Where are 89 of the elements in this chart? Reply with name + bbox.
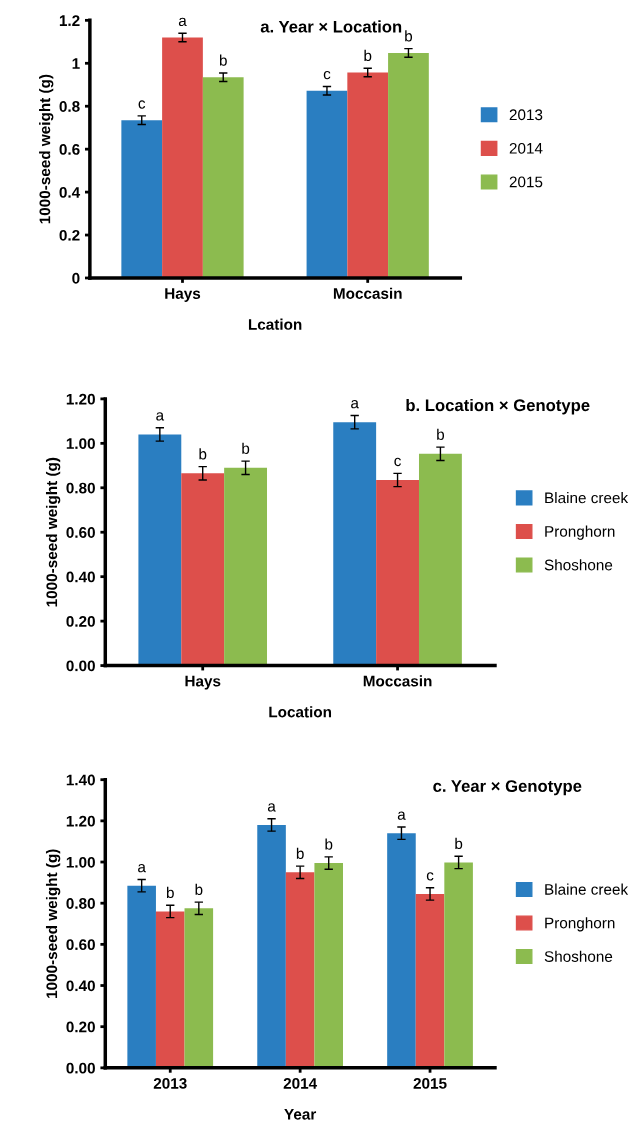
chart-title: c. Year × Genotype [433, 780, 582, 796]
bar [224, 467, 268, 666]
data-label: a [351, 400, 359, 409]
data-label: b [405, 30, 413, 42]
y-tick-label: 0.20 [66, 615, 95, 627]
bar [444, 862, 473, 1068]
y-tick-label: 0.00 [66, 1062, 95, 1074]
x-axis-title: Location [269, 706, 332, 718]
bar [347, 72, 389, 278]
chart-title: b. Location × Genotype [406, 398, 590, 415]
legend-label: 2015 [509, 176, 543, 188]
legend-label: Blaine creek [545, 492, 629, 504]
x-tick-label: 2015 [413, 1077, 447, 1089]
legend-label: 2014 [509, 142, 543, 154]
y-tick-label: 0.20 [66, 1021, 95, 1033]
legend-label: 2013 [509, 109, 543, 121]
y-tick-label: 0.60 [66, 939, 95, 951]
legend-label: Pronghorn [545, 917, 615, 932]
data-label: c [426, 872, 434, 881]
data-label: b [219, 54, 227, 66]
data-label: c [323, 70, 331, 80]
y-tick-label: 1.00 [66, 856, 95, 868]
data-label: b [199, 448, 207, 460]
y-tick-label: 0.8 [59, 101, 80, 112]
legend-label: Pronghorn [545, 525, 615, 540]
bar [127, 885, 156, 1068]
y-tick-label: 0.60 [66, 527, 95, 538]
data-label: b [242, 442, 250, 454]
bar [415, 893, 445, 1068]
legend-label: Shoshone [544, 950, 613, 962]
y-tick-label: 0.2 [59, 229, 80, 241]
x-tick-label: Moccasin [333, 287, 402, 299]
bar [121, 120, 163, 278]
bar [388, 52, 429, 278]
bar [314, 863, 343, 1068]
y-tick-label: 1.00 [66, 438, 95, 450]
x-tick-label: Hays [165, 288, 201, 302]
data-label: b [296, 847, 304, 859]
y-axis-title: 1000-seed weight (g) [39, 74, 54, 224]
bar [257, 824, 286, 1068]
data-label: c [394, 457, 401, 467]
data-label: a [178, 17, 187, 27]
y-axis-title: 1000-seed weight (g) [45, 457, 61, 607]
data-label: b [437, 428, 445, 440]
bar [155, 911, 185, 1068]
bar [138, 434, 182, 666]
data-label: b [364, 49, 372, 62]
y-tick-label: 0.6 [59, 144, 80, 155]
y-tick-label: 1.40 [66, 774, 95, 786]
x-axis-title: Lcation [248, 318, 302, 330]
y-tick-label: 0 [72, 272, 80, 284]
data-label: a [138, 863, 146, 873]
data-label: b [325, 838, 333, 850]
data-label: b [195, 883, 203, 895]
chart-title: a. Year × Location [260, 20, 402, 33]
x-tick-label: Hays [185, 675, 221, 690]
bar [162, 37, 203, 278]
bar [285, 872, 315, 1068]
x-axis-title: Year [284, 1109, 317, 1120]
x-tick-label: 2014 [283, 1077, 318, 1089]
x-tick-label: Moccasin [363, 675, 432, 687]
bar [202, 77, 244, 278]
data-label: b [166, 886, 174, 899]
y-tick-label: 1.20 [66, 815, 95, 827]
data-label: a [156, 412, 165, 421]
legend-label: Blaine creek [545, 883, 629, 895]
bar [387, 833, 416, 1068]
data-label: a [397, 811, 406, 820]
x-tick-label: 2013 [153, 1077, 187, 1089]
legend-label: Shoshone [544, 559, 613, 571]
bar [418, 453, 462, 666]
data-label: b [455, 837, 463, 850]
y-tick-label: 0.00 [66, 660, 95, 672]
bar [306, 90, 348, 278]
y-tick-label: 1 [72, 58, 80, 69]
y-tick-label: 1.2 [59, 15, 80, 26]
data-label: c [138, 100, 146, 109]
bar [333, 422, 377, 666]
y-tick-label: 0.80 [66, 482, 95, 494]
bar [376, 480, 419, 666]
y-tick-label: 0.80 [66, 898, 95, 909]
y-tick-label: 0.40 [66, 980, 95, 992]
bar [184, 908, 214, 1068]
y-tick-label: 0.4 [59, 186, 81, 198]
y-tick-label: 1.20 [66, 393, 95, 405]
y-tick-label: 0.40 [66, 571, 95, 583]
y-axis-title: 1000-seed weight (g) [45, 849, 61, 998]
bar [181, 473, 225, 666]
data-label: a [267, 803, 276, 812]
